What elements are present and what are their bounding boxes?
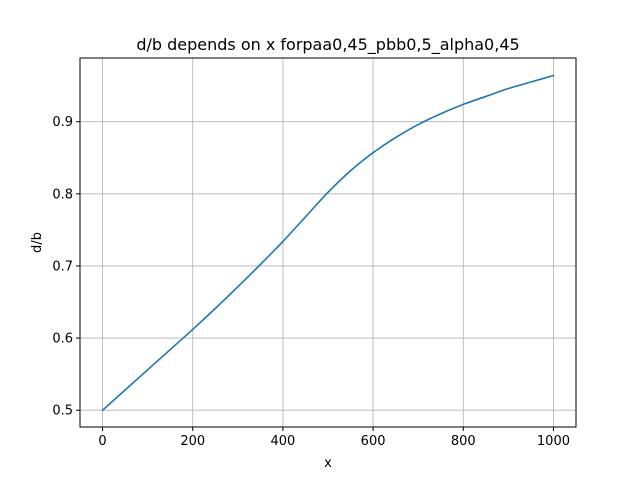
x-tick-label: 200 (180, 434, 205, 449)
x-axis-label: x (324, 456, 332, 471)
y-tick-label: 0.8 (52, 187, 73, 202)
y-axis-label: d/b (30, 232, 45, 253)
x-tick-label: 800 (451, 434, 476, 449)
x-tick-label: 1000 (537, 434, 570, 449)
x-tick-label: 0 (98, 434, 106, 449)
y-tick-label: 0.9 (52, 115, 73, 130)
grid (80, 58, 576, 427)
x-tick-label: 600 (361, 434, 386, 449)
y-tick-label: 0.6 (52, 332, 73, 347)
series-line (101, 74, 555, 412)
chart-title: d/b depends on x forpaa0,45_pbb0,5_alpha… (136, 35, 519, 55)
y-tick-label: 0.7 (52, 259, 73, 274)
plot-frame (79, 57, 577, 428)
y-tick-label: 0.5 (52, 404, 73, 419)
x-tick-label: 400 (270, 434, 295, 449)
ticks: 0 200 400 600 800 1000 0.5 0.6 0.7 0.8 0.9 (52, 115, 570, 449)
series-layer (101, 74, 555, 412)
